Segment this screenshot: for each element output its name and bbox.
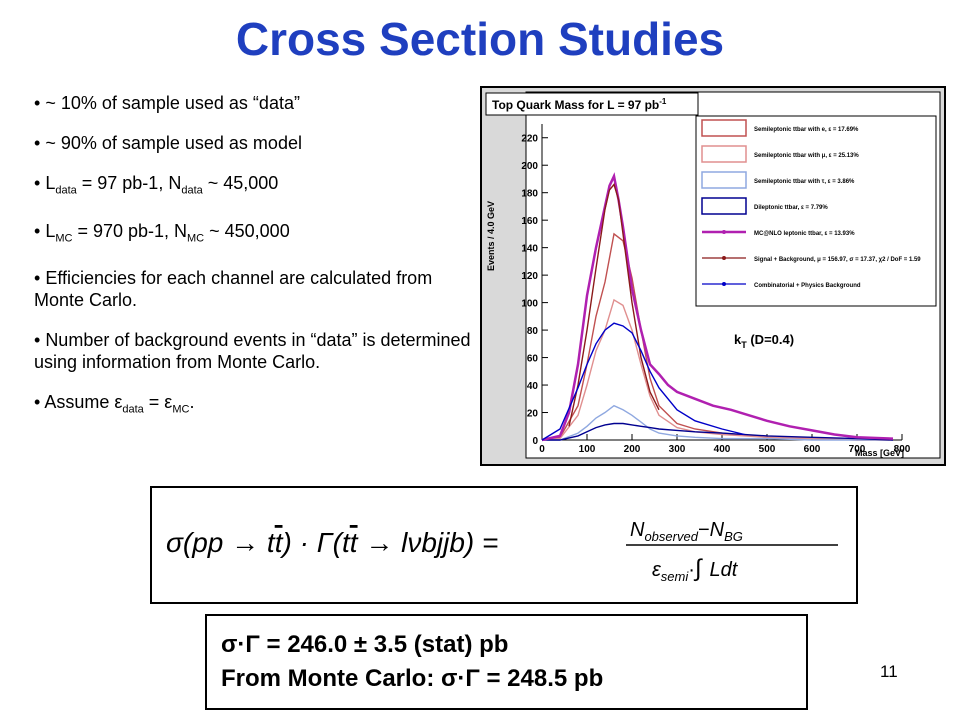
axes: 0 100 200 300 400 500 600 700 800 0 20 40 60 80 100 120…	[521, 124, 911, 455]
legend-label-1: Semileptonic ttbar with e, ε = 17.69%	[754, 127, 859, 133]
y-tick-label: 200	[521, 161, 538, 172]
y-axis-label: Events / 4.0 GeV	[486, 201, 496, 271]
legend-label-7: Combinatorial + Physics Background	[754, 283, 861, 289]
mass-histogram-figure: Top Quark Mass for L = 97 pb-1 0 100 200 30…	[480, 86, 946, 466]
series-line-6	[568, 183, 660, 427]
x-tick-label: 200	[624, 444, 641, 455]
legend-label-5: MC@NLO leptonic ttbar, ε = 13.93%	[754, 231, 855, 237]
y-tick-label: 180	[521, 189, 538, 200]
series-line-7	[541, 322, 745, 441]
bullet-5: • Efficiencies for each channel are calc…	[34, 268, 433, 311]
y-tick-label: 220	[521, 134, 538, 145]
legend-box	[695, 115, 937, 307]
legend-label-2: Semileptonic ttbar with μ, ε = 25.13%	[754, 153, 859, 159]
formula-lhs: σ(pp → tt) · Γ(tt → lνbjjb) =	[166, 527, 498, 558]
page-title: Cross Section Studies	[235, 13, 725, 65]
result-line-1: σ·Γ = 246.0 ± 3.5 (stat) pb	[221, 631, 509, 658]
x-tick-label: 500	[759, 444, 776, 455]
y-tick-label: 100	[521, 299, 538, 310]
mass-histogram-chart: Top Quark Mass for L = 97 pb-1 0 100 200 30…	[485, 91, 941, 459]
cross-section-formula: σ(pp → tt) · Γ(tt → lνbjjb) = Nobserved−…	[150, 486, 858, 604]
chart-title-box	[485, 92, 699, 116]
result-line-2: From Monte Carlo: σ·Γ = 248.5 pb	[221, 665, 604, 692]
kt-annotation: kT (D=0.4)	[734, 332, 794, 350]
series-layer	[541, 172, 894, 442]
legend-marker-5	[722, 230, 726, 234]
result-box: σ·Γ = 246.0 ± 3.5 (stat) pb From Monte C…	[205, 614, 808, 710]
formula-numerator: Nobserved−NBG	[630, 519, 743, 544]
bullet-2: • ~ 90% of sample used as model	[34, 133, 302, 153]
bullet-7: • Assume εdata = εMC.	[34, 392, 195, 416]
series-line-3	[542, 404, 893, 441]
bullet-list: • ~ 10% of sample used as “data” • ~ 90%…	[34, 92, 474, 439]
legend-marker-7	[722, 282, 726, 286]
bullet-6: • Number of background events in “data” …	[34, 330, 471, 373]
y-tick-label: 20	[527, 409, 539, 420]
y-tick-label: 120	[521, 271, 538, 282]
bullet-3: • Ldata = 97 pb-1, Ndata ~ 45,000	[34, 173, 279, 197]
y-tick-label: 160	[521, 216, 538, 227]
legend-label-3: Semileptonic ttbar with τ, ε = 3.86%	[754, 179, 855, 185]
bullet-1: • ~ 10% of sample used as “data”	[34, 93, 300, 113]
formula-svg: σ(pp → tt) · Γ(tt → lνbjjb) = Nobserved−…	[166, 519, 838, 584]
x-tick-label: 600	[804, 444, 821, 455]
y-tick-label: 0	[532, 436, 538, 447]
series-line-2	[541, 298, 893, 441]
x-axis-label: Mass [GeV]	[855, 448, 904, 458]
legend-label-4: Dileptonic ttbar, ε = 7.79%	[754, 205, 828, 211]
chart-title: Top Quark Mass for L = 97 pb-1	[492, 97, 667, 112]
x-tick-label: 100	[579, 444, 596, 455]
y-tick-label: 40	[527, 381, 539, 392]
legend: Semileptonic ttbar with e, ε = 17.69% Sem…	[695, 115, 937, 307]
y-tick-label: 80	[527, 326, 539, 337]
x-tick-label: 0	[539, 444, 545, 455]
x-tick-label: 800	[894, 444, 911, 455]
x-tick-label: 700	[849, 444, 866, 455]
series-line-4	[542, 422, 894, 441]
formula-denominator: εsemi·∫ Ldt	[652, 555, 739, 584]
x-tick-label: 400	[714, 444, 731, 455]
x-tick-label: 300	[669, 444, 686, 455]
bullet-4: • LMC = 970 pb-1, NMC ~ 450,000	[34, 220, 290, 245]
legend-swatch-4	[701, 197, 747, 215]
legend-marker-6	[722, 256, 726, 260]
legend-swatch-1	[701, 119, 747, 137]
legend-swatch-2	[701, 145, 747, 163]
y-tick-label: 60	[527, 354, 539, 365]
y-tick-label: 140	[521, 244, 538, 255]
legend-label-6: Signal + Background, μ = 156.97, σ = 17.…	[754, 257, 921, 263]
legend-swatch-3	[701, 171, 747, 189]
series-line-5	[541, 172, 894, 442]
page-number: 11	[880, 662, 898, 681]
